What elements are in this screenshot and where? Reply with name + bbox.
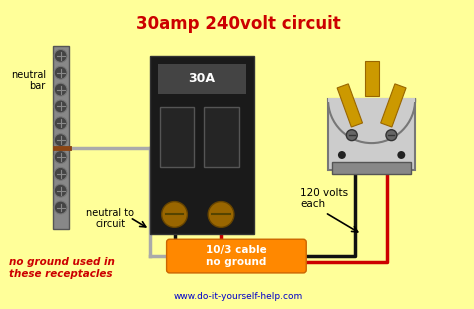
Text: 10/3 cable
no ground: 10/3 cable no ground xyxy=(206,245,267,267)
Text: 30amp 240volt circuit: 30amp 240volt circuit xyxy=(136,15,340,33)
Circle shape xyxy=(54,167,67,180)
Circle shape xyxy=(54,201,67,214)
Bar xyxy=(328,99,415,170)
Circle shape xyxy=(54,134,67,146)
Wedge shape xyxy=(328,99,415,143)
Circle shape xyxy=(54,150,67,163)
Bar xyxy=(332,162,411,174)
Bar xyxy=(150,56,254,234)
Circle shape xyxy=(54,184,67,197)
Circle shape xyxy=(346,130,357,141)
Bar xyxy=(328,98,415,103)
FancyBboxPatch shape xyxy=(166,239,306,273)
Polygon shape xyxy=(337,84,363,127)
Circle shape xyxy=(338,151,346,159)
Circle shape xyxy=(54,117,67,130)
Bar xyxy=(365,61,379,95)
Text: neutral
bar: neutral bar xyxy=(10,70,46,91)
Text: neutral to
circuit: neutral to circuit xyxy=(86,208,134,229)
Text: www.do-it-yourself-help.com: www.do-it-yourself-help.com xyxy=(173,292,302,301)
Text: no ground used in
these receptacles: no ground used in these receptacles xyxy=(9,257,115,279)
Circle shape xyxy=(54,100,67,113)
Circle shape xyxy=(386,130,397,141)
Polygon shape xyxy=(381,84,406,127)
Circle shape xyxy=(162,201,187,227)
Bar xyxy=(204,108,239,167)
Circle shape xyxy=(54,83,67,96)
Circle shape xyxy=(397,151,405,159)
Bar xyxy=(158,64,246,94)
Circle shape xyxy=(54,49,67,62)
Bar xyxy=(160,108,194,167)
Circle shape xyxy=(208,201,234,227)
Text: 120 volts
each: 120 volts each xyxy=(301,188,348,209)
Circle shape xyxy=(54,66,67,79)
Text: 30A: 30A xyxy=(188,72,215,85)
Bar xyxy=(53,46,69,229)
